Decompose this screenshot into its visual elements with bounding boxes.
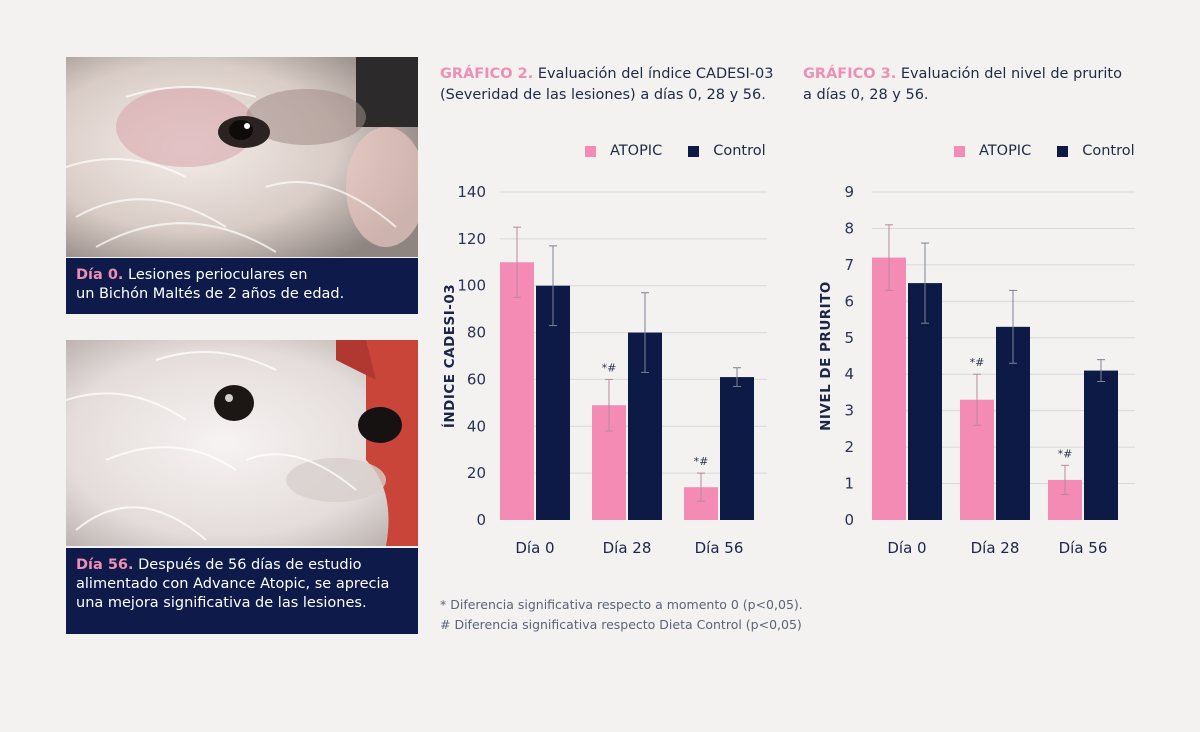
y-tick-label: 60 xyxy=(467,370,486,388)
y-tick-label: 120 xyxy=(457,230,486,248)
bar-atopic-0 xyxy=(500,262,534,520)
chart3-title-highlight: GRÁFICO 3. xyxy=(803,66,897,82)
x-category-label: Día 28 xyxy=(971,539,1020,557)
legend-label-control: Control xyxy=(1082,143,1135,159)
x-category-label: Día 28 xyxy=(603,539,652,557)
x-category-label: Día 0 xyxy=(515,539,554,557)
legend-swatch-control xyxy=(1057,145,1069,157)
y-tick-label: 40 xyxy=(467,417,486,435)
caption-day56-line1: Después de 56 días de estudio xyxy=(138,557,362,573)
chart2-title: GRÁFICO 2. Evaluación del índice CADESI-… xyxy=(440,64,773,106)
caption-day0-line2: un Bichón Maltés de 2 años de edad. xyxy=(76,286,345,302)
y-tick-label: 5 xyxy=(844,329,854,347)
y-axis-label: ÍNDICE CADESI-03 xyxy=(441,284,458,428)
significance-annotation: *# xyxy=(602,361,617,374)
chart2-cadesi: 0 20 40 60 80 100 120 140 ÍNDICE CADESI-03 Día 0 *… xyxy=(441,183,767,557)
significance-annotation: *# xyxy=(694,455,709,468)
chart2-title-line2: (Severidad de las lesiones) a días 0, 28… xyxy=(440,87,766,103)
chart3-title-line1: Evaluación del nivel de prurito xyxy=(900,66,1122,82)
y-tick-label: 1 xyxy=(844,475,854,493)
footnotes: * Diferencia significativa respecto a mo… xyxy=(440,595,803,635)
x-category-label: Día 56 xyxy=(1059,539,1108,557)
y-tick-label: 8 xyxy=(844,219,854,237)
y-tick-label: 100 xyxy=(457,277,486,295)
bar-control-2 xyxy=(1084,370,1118,520)
bar-atopic-0 xyxy=(872,257,906,520)
caption-day56-highlight: Día 56. xyxy=(76,557,134,573)
chart3-title: GRÁFICO 3. Evaluación del nivel de pruri… xyxy=(803,64,1122,106)
x-category-label: Día 56 xyxy=(695,539,744,557)
caption-day56-line3: una mejora significativa de las lesiones… xyxy=(76,595,367,611)
y-axis-label: NIVEL DE PRURITO xyxy=(818,281,834,431)
bar-control-2 xyxy=(720,377,754,520)
y-tick-label: 4 xyxy=(844,365,854,383)
footnote-hash: # Diferencia significativa respecto Diet… xyxy=(440,617,802,632)
caption-day56-line2: alimentado con Advance Atopic, se apreci… xyxy=(76,576,390,592)
y-tick-label: 140 xyxy=(457,183,486,201)
y-tick-label: 6 xyxy=(844,292,854,310)
chart3-legend: ATOPIC Control xyxy=(954,143,1135,159)
legend-swatch-control xyxy=(688,145,700,157)
y-tick-label: 80 xyxy=(467,324,486,342)
chart3-prurito: 0 1 2 3 4 5 6 7 8 9 NIVEL DE PRURITO Día 0 *# Día 28 *… xyxy=(818,183,1135,557)
significance-annotation: *# xyxy=(970,356,985,369)
x-category-label: Día 0 xyxy=(887,539,926,557)
dog-photo-day56 xyxy=(66,340,418,546)
legend-label-atopic: ATOPIC xyxy=(610,143,663,159)
y-tick-label: 9 xyxy=(844,183,854,201)
y-tick-label: 3 xyxy=(844,402,854,420)
significance-annotation: *# xyxy=(1058,447,1073,460)
caption-day56: Día 56. Después de 56 días de estudio al… xyxy=(66,548,418,634)
caption-day0-highlight: Día 0. xyxy=(76,267,124,283)
legend-swatch-atopic xyxy=(585,145,596,157)
chart2-title-highlight: GRÁFICO 2. xyxy=(440,66,534,82)
caption-day0-line1: Lesiones perioculares en xyxy=(128,267,308,283)
y-tick-label: 20 xyxy=(467,464,486,482)
caption-day0: Día 0. Lesiones perioculares en un Bichó… xyxy=(66,258,418,314)
chart2-legend: ATOPIC Control xyxy=(585,143,766,159)
dog-photo-day0 xyxy=(66,57,418,257)
legend-swatch-atopic xyxy=(954,145,965,157)
y-tick-label: 7 xyxy=(844,256,854,274)
chart2-title-line1: Evaluación del índice CADESI-03 xyxy=(537,66,774,82)
y-tick-label: 2 xyxy=(844,438,854,456)
y-tick-label: 0 xyxy=(476,511,486,529)
y-tick-label: 0 xyxy=(844,511,854,529)
footnote-asterisk: * Diferencia significativa respecto a mo… xyxy=(440,597,803,612)
legend-label-atopic: ATOPIC xyxy=(979,143,1032,159)
legend-label-control: Control xyxy=(713,143,766,159)
chart3-title-line2: a días 0, 28 y 56. xyxy=(803,87,929,103)
